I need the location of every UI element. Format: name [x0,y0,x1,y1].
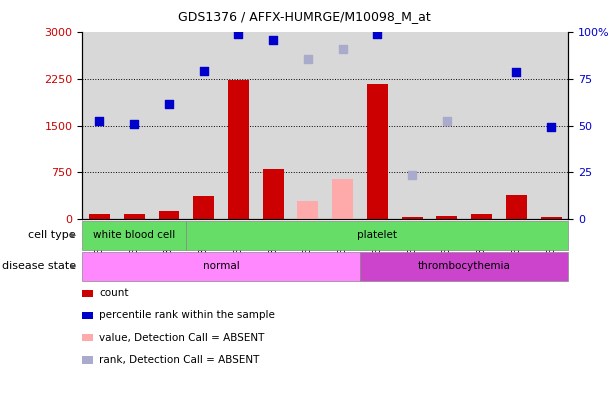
Text: normal: normal [202,262,240,271]
Text: GDS1376 / AFFX-HUMRGE/M10098_M_at: GDS1376 / AFFX-HUMRGE/M10098_M_at [178,10,430,23]
Bar [193,196,214,219]
Point [373,30,382,37]
Point [338,46,348,52]
Text: value, Detection Call = ABSENT: value, Detection Call = ABSENT [99,333,264,343]
Bar [437,215,457,219]
Point [233,30,243,37]
Text: cell type: cell type [29,230,76,240]
Text: platelet: platelet [358,230,398,240]
Point [95,117,105,124]
Point [442,117,452,124]
Bar [506,195,527,219]
Bar [367,84,388,219]
Bar [541,217,562,219]
Text: thrombocythemia: thrombocythemia [418,262,511,271]
Point [130,120,139,127]
Point [164,101,174,108]
Text: count: count [99,288,129,298]
Text: percentile rank within the sample: percentile rank within the sample [99,311,275,320]
Bar [228,80,249,219]
Bar [471,214,492,219]
Text: rank, Detection Call = ABSENT: rank, Detection Call = ABSENT [99,355,260,365]
Text: disease state: disease state [2,262,76,271]
Point [199,68,209,74]
Bar [402,217,423,219]
Point [546,124,556,130]
Text: white blood cell: white blood cell [93,230,175,240]
Bar [263,169,283,219]
Point [303,56,313,62]
Bar [89,214,110,219]
Bar [159,211,179,219]
Point [268,37,278,44]
Point [511,69,521,75]
Point [407,172,417,179]
Bar [297,201,319,219]
Bar [124,214,145,219]
Bar [332,179,353,219]
